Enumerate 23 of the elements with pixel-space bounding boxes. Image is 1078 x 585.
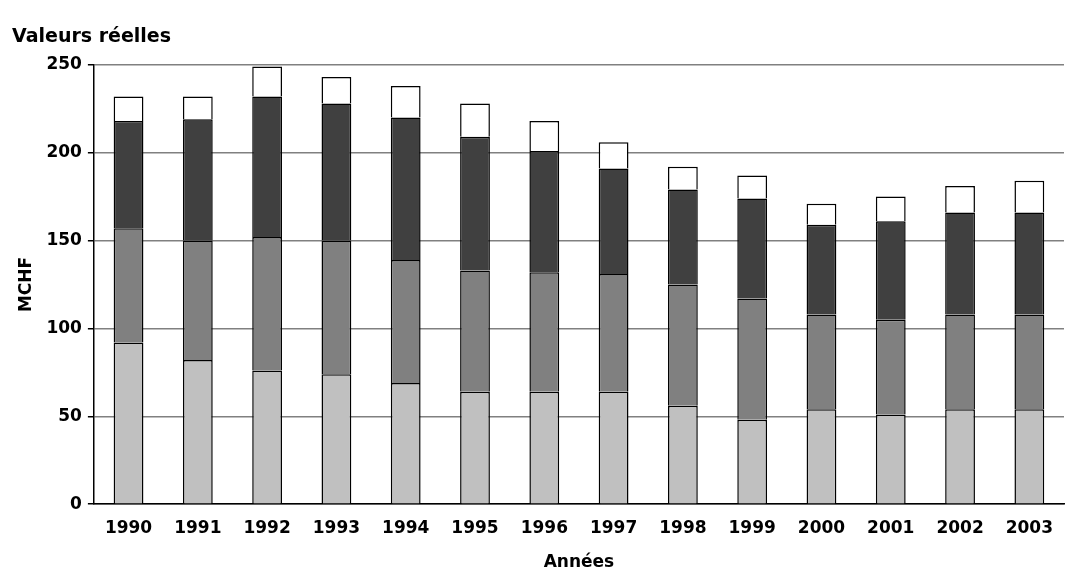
y-tick-label: 0 — [70, 492, 83, 513]
x-tick-label: 2000 — [797, 516, 846, 537]
x-tick-label: 2002 — [936, 516, 984, 537]
x-tick-label: 1995 — [451, 516, 499, 537]
y-tick-label: 250 — [46, 53, 83, 74]
x-tick-label: 1993 — [312, 516, 361, 537]
x-tick-label: 1990 — [104, 516, 153, 537]
x-tick-label: 2001 — [867, 516, 915, 537]
chart-title: Valeurs réelles — [12, 24, 172, 47]
y-axis-title: MCHF — [14, 256, 35, 313]
y-tick-label: 150 — [46, 228, 83, 249]
y-tick-label: 200 — [46, 141, 83, 162]
x-tick-label: 2003 — [1005, 516, 1054, 537]
y-tick-label: 100 — [46, 316, 83, 337]
x-axis-title: Années — [543, 551, 615, 572]
x-tick-label: 1992 — [243, 516, 291, 537]
x-tick-label: 1991 — [174, 516, 222, 537]
y-tick-label: 50 — [58, 404, 83, 425]
x-tick-label: 1999 — [728, 516, 776, 537]
x-tick-label: 1994 — [382, 516, 430, 537]
x-tick-label: 1998 — [659, 516, 707, 537]
x-tick-label: 1996 — [520, 516, 568, 537]
x-tick-label: 1997 — [589, 516, 638, 537]
